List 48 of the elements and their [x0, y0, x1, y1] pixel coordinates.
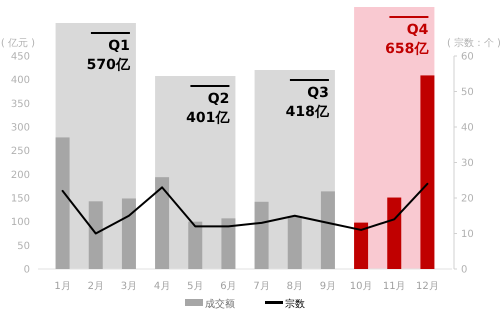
y-tick-label: 0 — [24, 264, 30, 276]
x-tick-label: 2月 — [88, 281, 104, 292]
y-tick-label: 50 — [17, 240, 30, 252]
bar — [420, 75, 434, 269]
bar — [56, 137, 70, 269]
bar — [387, 198, 402, 269]
y2-tick-label: 30 — [461, 158, 474, 169]
bar — [221, 218, 236, 269]
bar — [155, 177, 170, 269]
band-label: Q2 401亿 — [186, 91, 230, 126]
x-tick-label: 6月 — [220, 281, 237, 292]
y-tick-label: 150 — [10, 194, 30, 204]
y-tick-label: 450 — [10, 52, 30, 62]
bar — [122, 198, 136, 269]
y-tick-label: 350 — [10, 98, 30, 110]
bar — [88, 201, 103, 269]
y-axis-title: ( 亿元 ) — [0, 38, 36, 49]
bar — [320, 191, 335, 269]
x-tick-label: 11月 — [382, 281, 406, 292]
y2-tick-label: 0 — [461, 264, 468, 276]
x-tick-label: 7月 — [253, 281, 270, 292]
x-tick-label: 4月 — [154, 281, 170, 292]
y-tick-label: 400 — [10, 75, 30, 86]
band-label: Q4 658亿 — [385, 22, 430, 57]
y-tick-label: 200 — [10, 170, 30, 181]
y2-tick-label: 40 — [461, 122, 474, 134]
bar — [354, 222, 368, 269]
y2-axis-title: ( 宗数 : 个 ) — [447, 37, 500, 49]
band-label: Q1 570亿 — [86, 38, 131, 73]
x-tick-label: 1月 — [54, 281, 71, 292]
y2-tick-label: 10 — [461, 229, 474, 240]
bar — [188, 222, 202, 269]
band-label: Q3 418亿 — [286, 85, 330, 120]
y-tick-label: 100 — [10, 217, 30, 228]
legend: 成交额 宗数 — [185, 299, 305, 310]
y2-tick-label: 50 — [461, 87, 474, 98]
x-tick-label: 3月 — [120, 281, 138, 292]
y-tick-label: 250 — [10, 146, 30, 158]
y2-tick-label: 20 — [461, 194, 474, 204]
x-tick-label: 12月 — [416, 281, 439, 292]
x-tick-label: 10月 — [350, 281, 372, 292]
x-tick-label: 8月 — [286, 281, 303, 292]
bar — [288, 216, 302, 269]
y-tick-label: 300 — [10, 122, 30, 134]
bar — [254, 202, 269, 269]
x-tick-label: 5月 — [187, 281, 204, 292]
x-tick-label: 9月 — [320, 281, 336, 292]
y2-tick-label: 60 — [461, 52, 474, 62]
